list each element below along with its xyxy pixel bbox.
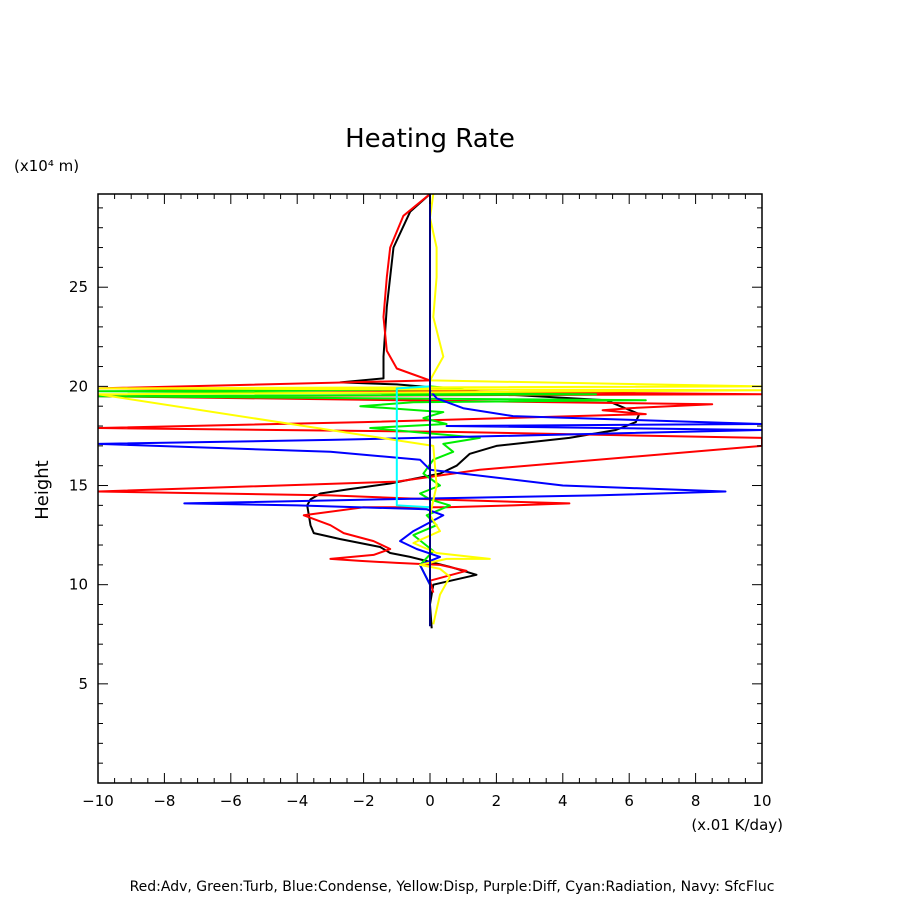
x-tick-label: 4 (558, 792, 568, 810)
x-tick-label: 2 (492, 792, 502, 810)
series-line-5 (98, 194, 762, 625)
x-tick-label: −8 (153, 792, 175, 810)
x-tick-label: −6 (220, 792, 242, 810)
series-line-4 (98, 389, 762, 586)
chart-title: Heating Rate (345, 124, 515, 154)
x-unit-label: (x.01 K/day) (691, 816, 783, 834)
y-tick-label: 25 (69, 278, 88, 296)
x-tick-label: −10 (82, 792, 114, 810)
y-unit-label: (x10⁴ m) (14, 157, 79, 175)
series-line-2 (98, 194, 762, 593)
x-tick-label: 10 (752, 792, 771, 810)
x-tick-label: −2 (353, 792, 375, 810)
x-tick-label: 0 (425, 792, 435, 810)
series-layer (98, 194, 762, 629)
x-tick-label: 6 (624, 792, 634, 810)
y-tick-label: 15 (69, 477, 88, 495)
x-tick-label: 8 (691, 792, 701, 810)
y-tick-label: 5 (78, 675, 88, 693)
series-line-6 (395, 385, 431, 509)
y-tick-label: 20 (69, 377, 88, 395)
legend-text: Red:Adv, Green:Turb, Blue:Condense, Yell… (130, 879, 775, 895)
x-tick-label: −4 (286, 792, 308, 810)
axes-layer: −10 −8 −6 −4 −2 0 2 4 6 8 10 5 10 15 20 25 (69, 193, 772, 810)
y-tick-label: 10 (69, 576, 88, 594)
y-axis-label: Height (32, 460, 53, 520)
series-line-1 (306, 194, 641, 629)
